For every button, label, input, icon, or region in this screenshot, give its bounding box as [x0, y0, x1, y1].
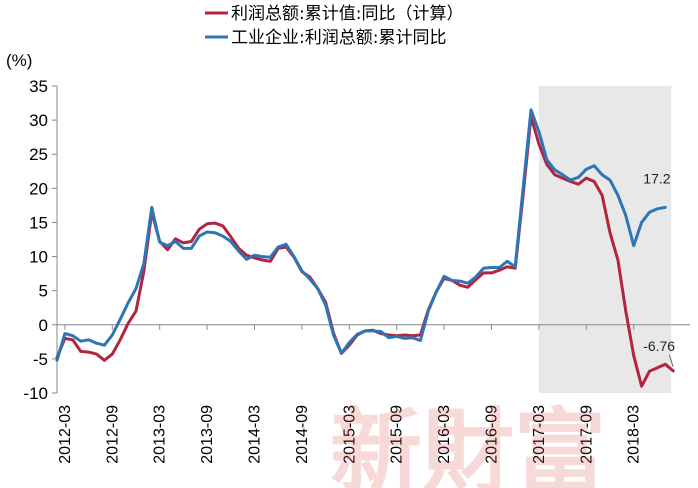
y-axis: -10 -5 0 5 10 15 20 25 30 35	[23, 77, 58, 403]
data-label-leader	[668, 354, 674, 368]
watermark: 新財富	[330, 398, 606, 488]
y-tick-label: 30	[29, 111, 48, 130]
data-label-blue-last: 17.2	[643, 170, 670, 186]
data-label-red-last: -6.76	[643, 338, 675, 354]
y-tick-label: -5	[33, 350, 48, 369]
y-tick-label: 10	[29, 248, 48, 267]
x-tick-label: 2016-03	[436, 405, 453, 464]
x-tick-label: 2012-03	[57, 405, 74, 464]
y-axis-unit: (%)	[6, 51, 32, 70]
series-line-industrial-profit	[55, 108, 667, 362]
y-tick-label: 35	[29, 77, 48, 96]
series-lines	[55, 108, 675, 388]
y-tick-label: 20	[29, 179, 48, 198]
y-tick-label: 0	[39, 316, 48, 335]
x-tick-label: 2013-09	[199, 405, 216, 464]
x-tick-label: 2017-09	[578, 405, 595, 464]
x-tick-label: 2015-09	[389, 405, 406, 464]
x-tick-label: 2018-03	[626, 405, 643, 464]
x-tick-label: 2017-03	[531, 405, 548, 464]
y-tick-label: 15	[29, 213, 48, 232]
x-tick-label: 2015-03	[341, 405, 358, 464]
x-axis: 2012-03 2012-09 2013-03 2013-09 2014-03 2014-…	[57, 324, 690, 464]
y-tick-label: 25	[29, 145, 48, 164]
legend-label-industrial-profit: 工业企业:利润总额:累计同比	[231, 28, 446, 48]
highlight-band	[538, 86, 672, 393]
x-tick-label: 2012-09	[104, 405, 121, 464]
y-tick-label: -10	[23, 384, 48, 403]
x-tick-label: 2014-03	[247, 405, 264, 464]
chart-legend: 利润总额:累计值:同比（计算） 工业企业:利润总额:累计同比	[205, 4, 463, 48]
legend-label-profit-calc: 利润总额:累计值:同比（计算）	[231, 4, 463, 24]
x-tick-label: 2016-09	[484, 405, 501, 464]
y-tick-label: 5	[39, 282, 48, 301]
x-tick-label: 2013-03	[152, 405, 169, 464]
x-tick-label: 2014-09	[294, 405, 311, 464]
